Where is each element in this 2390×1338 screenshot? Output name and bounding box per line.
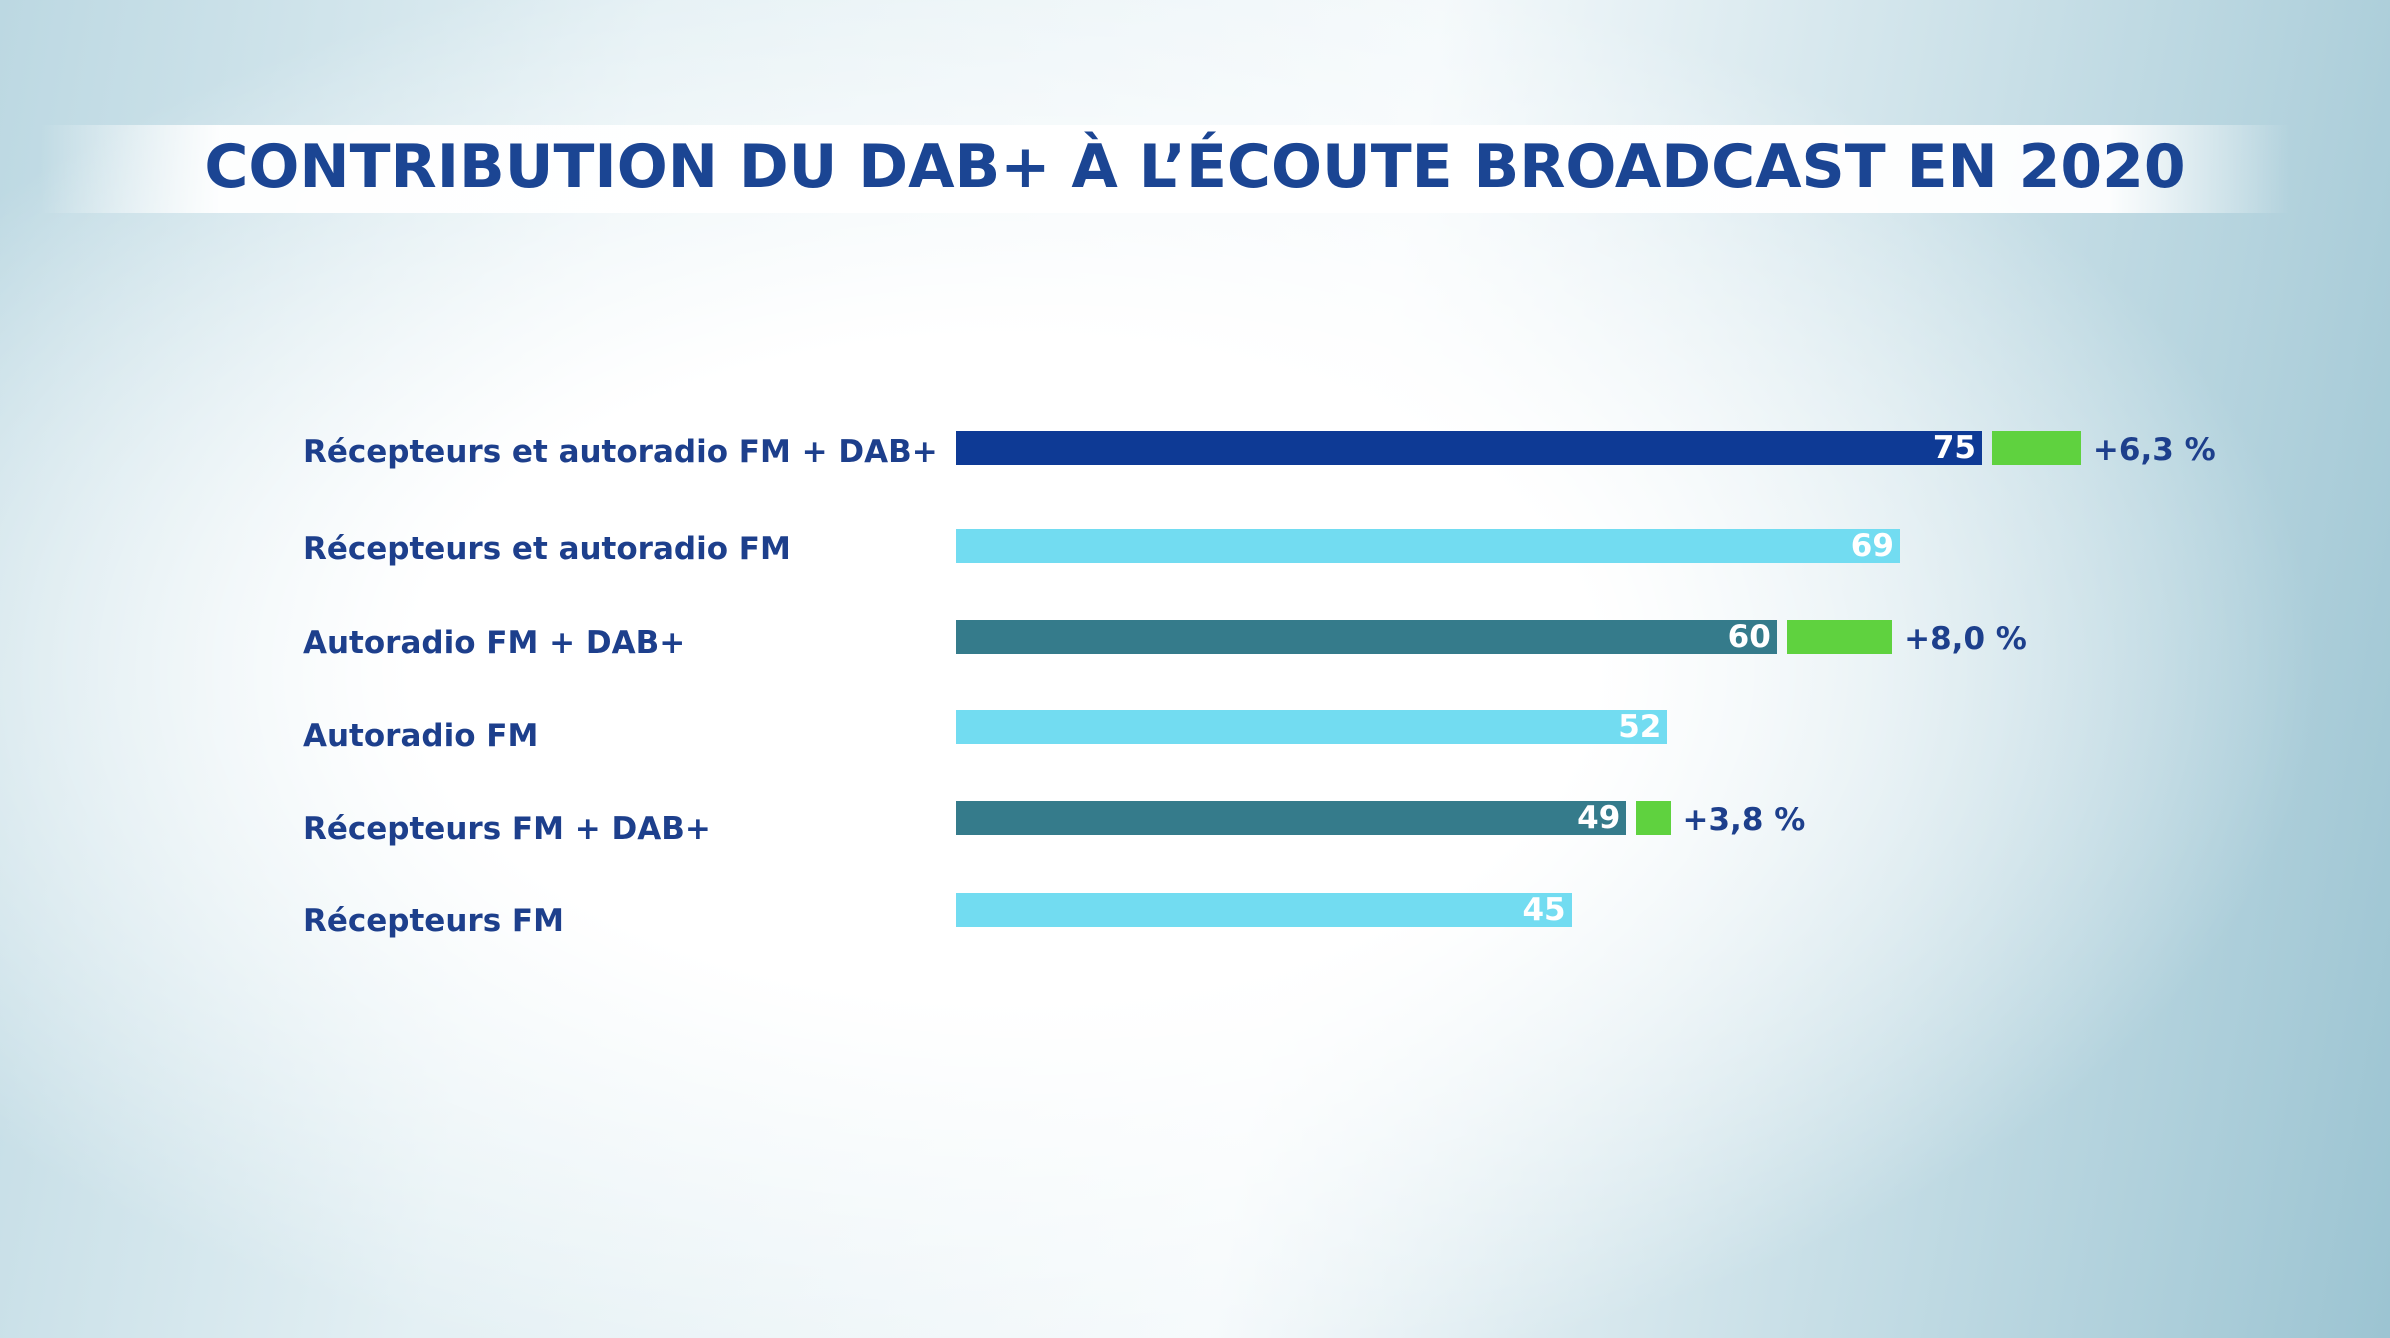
- gain-label: +3,8 %: [1682, 802, 1806, 838]
- gain-label: +8,0 %: [1904, 621, 2027, 657]
- gain-bar: [1992, 431, 2081, 465]
- gain-bar: [1786, 620, 1893, 654]
- category-label: Récepteurs et autoradio FM: [303, 531, 791, 567]
- value-label: 69: [1850, 528, 1894, 564]
- value-label: 52: [1618, 709, 1662, 745]
- bar: 60: [956, 619, 1777, 655]
- category-label: Autoradio FM: [303, 718, 539, 754]
- bar: 49: [956, 800, 1627, 836]
- bar: 52: [956, 709, 1668, 745]
- bar: 45: [956, 892, 1572, 928]
- chart-title: CONTRIBUTION DU DAB+ À L’ÉCOUTE BROADCAS…: [204, 132, 2186, 202]
- gain-label: +6,3 %: [2092, 432, 2216, 468]
- value-label: 60: [1727, 619, 1771, 655]
- value-label: 75: [1932, 430, 1976, 466]
- category-label: Récepteurs et autoradio FM + DAB+: [303, 434, 938, 470]
- bar: 75: [956, 430, 1982, 466]
- category-label: Autoradio FM + DAB+: [303, 625, 686, 661]
- category-label: Récepteurs FM + DAB+: [303, 811, 711, 847]
- category-label: Récepteurs FM: [303, 903, 564, 939]
- title-banner: [40, 125, 2290, 213]
- bar: 69: [956, 528, 1900, 564]
- value-label: 49: [1577, 800, 1621, 836]
- gain-bar: [1636, 801, 1671, 835]
- value-label: 45: [1522, 892, 1566, 928]
